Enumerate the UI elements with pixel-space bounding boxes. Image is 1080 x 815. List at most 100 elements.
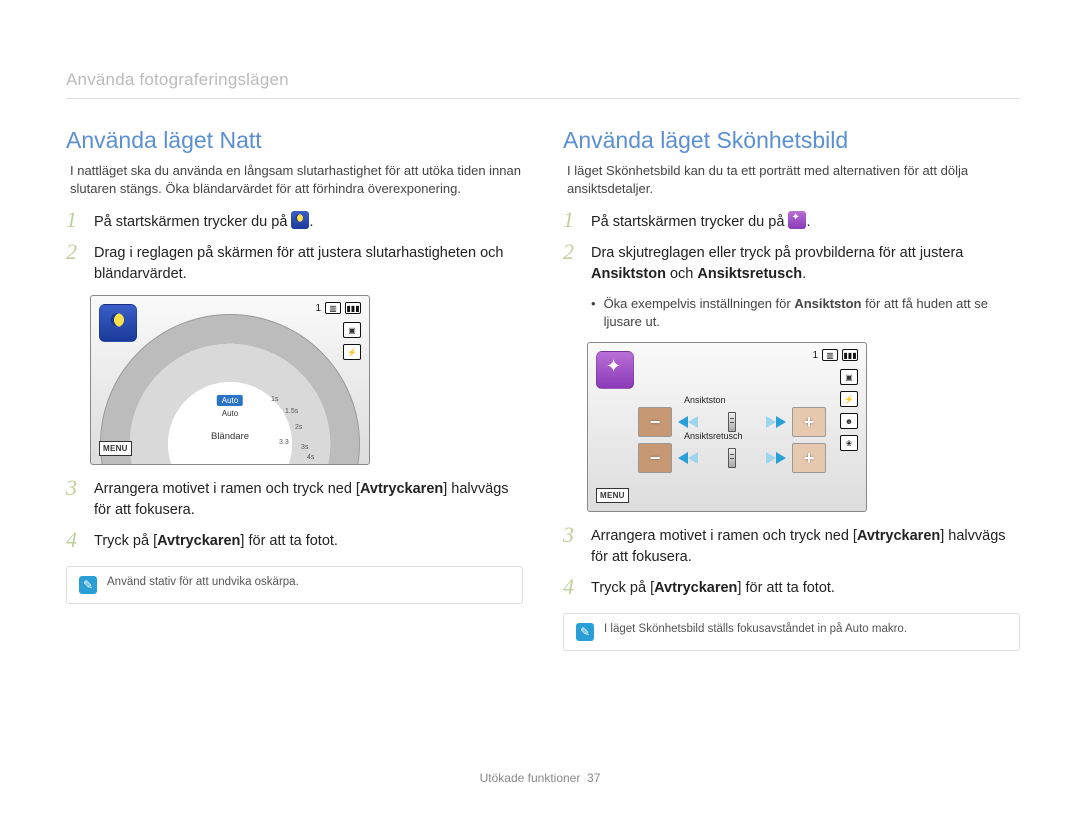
- step-text: Dra skjutreglagen eller tryck på provbil…: [591, 245, 963, 261]
- sample-plus: +: [792, 407, 826, 437]
- arrow-left-icon: [678, 452, 688, 464]
- lcd-status-bar: 1 ▥ ▮▮▮: [315, 302, 361, 314]
- dial-auto-bottom: Auto: [222, 409, 238, 418]
- step-body: Dra skjutreglagen eller tryck på provbil…: [591, 243, 1020, 285]
- slider-handle: [728, 412, 736, 432]
- right-column: Använda läget Skönhetsbild I läget Skönh…: [563, 127, 1020, 651]
- shutter-bold: Avtryckaren: [857, 528, 940, 544]
- macro-icon: ❀: [840, 435, 858, 451]
- dial-tick: 3.3: [279, 439, 289, 446]
- battery-icon: ▮▮▮: [345, 302, 361, 314]
- shutter-bold: Avtryckaren: [654, 580, 737, 596]
- step-number: 1: [563, 209, 581, 231]
- arrow-right-icon: [776, 416, 786, 428]
- display-icon: ▣: [840, 369, 858, 385]
- page-footer: Utökade funktioner 37: [0, 771, 1080, 785]
- footer-page: 37: [587, 771, 600, 785]
- night-lcd-preview: 1 ▥ ▮▮▮ ▣ ⚡ Slutarhastighet Auto Auto 1s…: [90, 295, 370, 465]
- step-1: 1 På startskärmen trycker du på .: [563, 211, 1020, 233]
- menu-button: MENU: [596, 488, 629, 503]
- step-text: På startskärmen trycker du på: [94, 214, 291, 230]
- flash-icon: ⚡: [840, 391, 858, 407]
- tip-text: Använd stativ för att undvika oskärpa.: [107, 576, 299, 588]
- two-columns: Använda läget Natt I nattläget ska du an…: [66, 127, 1020, 651]
- display-icon: ▣: [343, 322, 361, 338]
- sub-bullet: • Öka exempelvis inställningen för Ansik…: [591, 295, 1020, 330]
- retouch-bold: Ansiktsretusch: [697, 266, 802, 282]
- left-column: Använda läget Natt I nattläget ska du an…: [66, 127, 523, 651]
- step-body: Drag i reglagen på skärmen för att juste…: [94, 243, 523, 285]
- aperture-label: Bländare: [211, 431, 249, 442]
- retouch-label: Ansiktsretusch: [684, 431, 743, 441]
- step-text: Arrangera motivet i ramen och tryck ned …: [591, 528, 857, 544]
- arrow-left-icon: [678, 416, 688, 428]
- night-mode-badge: [99, 304, 137, 342]
- shutter-bold: Avtryckaren: [360, 481, 443, 497]
- dial-tick: 1.5s: [285, 408, 298, 415]
- step-number: 2: [66, 241, 84, 263]
- step-2: 2 Drag i reglagen på skärmen för att jus…: [66, 243, 523, 285]
- beauty-mode-badge: [596, 351, 634, 389]
- intro-beauty: I läget Skönhetsbild kan du ta ett portr…: [563, 162, 1020, 197]
- step-number: 1: [66, 209, 84, 231]
- step-text: På startskärmen trycker du på: [591, 214, 788, 230]
- step-number: 2: [563, 241, 581, 263]
- step-text: och: [666, 266, 697, 282]
- facetone-label: Ansiktston: [684, 395, 726, 405]
- tip-box: ✎ Använd stativ för att undvika oskärpa.: [66, 566, 523, 604]
- menu-button: MENU: [99, 441, 132, 456]
- flash-icon: ⚡: [343, 344, 361, 360]
- step-4: 4 Tryck på [Avtryckaren] för att ta foto…: [563, 578, 1020, 599]
- step-text: ] för att ta fotot.: [737, 580, 835, 596]
- info-icon: ✎: [79, 576, 97, 594]
- step-number: 4: [66, 529, 84, 551]
- shot-count: 1: [315, 303, 321, 314]
- step-1: 1 På startskärmen trycker du på .: [66, 211, 523, 233]
- step-text: Tryck på [: [94, 533, 157, 549]
- intro-night: I nattläget ska du använda en långsam sl…: [66, 162, 523, 197]
- step-text-end: .: [806, 214, 810, 230]
- slider-track: [678, 418, 786, 426]
- memory-icon: ▥: [325, 302, 341, 314]
- beauty-lcd-preview: 1 ▥ ▮▮▮ ▣ ⚡ ☻ ❀ Ansiktston −: [587, 342, 867, 512]
- sample-plus: +: [792, 443, 826, 473]
- sub-text: Öka exempelvis inställningen för Ansikts…: [604, 295, 1020, 330]
- dial-tick: 2s: [295, 424, 302, 431]
- step-body: Tryck på [Avtryckaren] för att ta fotot.: [591, 578, 1020, 599]
- sub-text-a: Öka exempelvis inställningen för: [604, 296, 795, 311]
- section-title-beauty: Använda läget Skönhetsbild: [563, 127, 1020, 154]
- step-text: ] för att ta fotot.: [240, 533, 338, 549]
- lcd-status-bar: 1 ▥ ▮▮▮: [812, 349, 858, 361]
- footer-label: Utökade funktioner: [480, 771, 581, 785]
- step-4: 4 Tryck på [Avtryckaren] för att ta foto…: [66, 531, 523, 552]
- step-body: Arrangera motivet i ramen och tryck ned …: [591, 526, 1020, 568]
- divider: [66, 98, 1020, 99]
- step-number: 4: [563, 576, 581, 598]
- step-number: 3: [563, 524, 581, 546]
- step-body: Tryck på [Avtryckaren] för att ta fotot.: [94, 531, 523, 552]
- facetone-bold: Ansiktston: [794, 296, 861, 311]
- dial-tick: 4s: [307, 454, 314, 461]
- dial-auto-top: Auto: [217, 395, 243, 406]
- section-title-night: Använda läget Natt: [66, 127, 523, 154]
- slider-handle: [728, 448, 736, 468]
- step-body: På startskärmen trycker du på .: [94, 211, 523, 233]
- step-3: 3 Arrangera motivet i ramen och tryck ne…: [66, 479, 523, 521]
- lcd-side-icons: ▣ ⚡ ☻ ❀: [840, 369, 858, 451]
- tip-text: I läget Skönhetsbild ställs fokusavstånd…: [604, 623, 907, 635]
- breadcrumb: Använda fotograferingslägen: [66, 70, 1020, 90]
- step-body: Arrangera motivet i ramen och tryck ned …: [94, 479, 523, 521]
- shutter-bold: Avtryckaren: [157, 533, 240, 549]
- arrow-right-icon: [776, 452, 786, 464]
- beauty-mode-icon: [788, 211, 806, 229]
- step-text: .: [802, 266, 806, 282]
- dial-tick: 1s: [271, 396, 278, 403]
- facetone-bold: Ansiktston: [591, 266, 666, 282]
- step-text: Tryck på [: [591, 580, 654, 596]
- sample-minus: −: [638, 407, 672, 437]
- step-body: På startskärmen trycker du på .: [591, 211, 1020, 233]
- exposure-dial: [100, 314, 360, 465]
- step-number: 3: [66, 477, 84, 499]
- battery-icon: ▮▮▮: [842, 349, 858, 361]
- manual-page: Använda fotograferingslägen Använda läge…: [0, 0, 1080, 691]
